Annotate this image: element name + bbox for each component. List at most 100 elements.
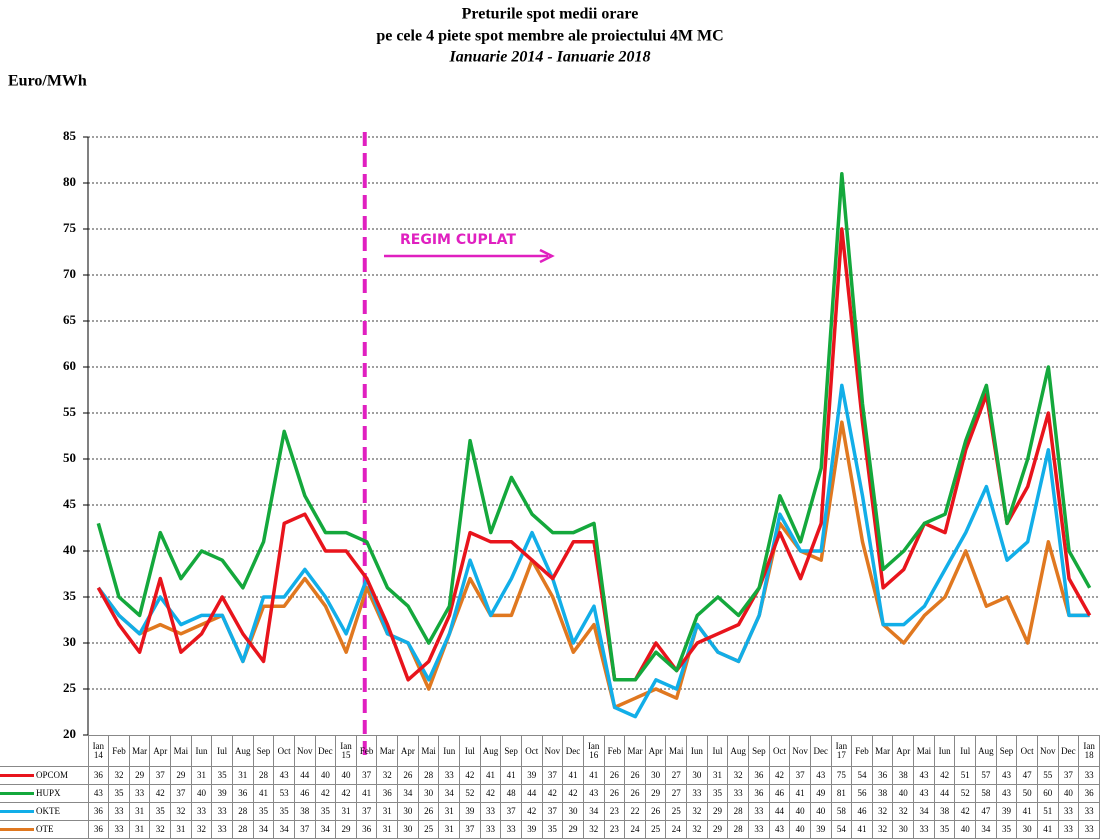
data-label: 28 [417,766,440,785]
data-label: 29 [128,766,151,785]
data-label: 52 [459,784,481,803]
data-label: 23 [603,802,626,821]
data-label: 38 [871,784,894,803]
data-label: 43 [995,766,1018,785]
legend-entry: OPCOM [0,766,89,785]
data-label: 32 [376,766,399,785]
x-tick-label: Apr [149,735,172,767]
x-tick-label: Oct [768,735,791,767]
data-label: 32 [170,802,192,821]
y-axis-label: Euro/MWh [8,73,87,90]
data-label: 33 [1078,802,1100,821]
data-label: 39 [459,802,481,821]
annotation: REGIM CUPLAT [400,232,516,248]
y-tick-label: 25 [63,680,77,695]
data-label: 40 [809,802,832,821]
data-label: 42 [479,784,502,803]
data-label: 32 [686,802,708,821]
data-label: 26 [603,784,626,803]
chart-title: Preturile spot medii orare [462,6,639,23]
x-tick-label: Aug [727,735,749,767]
x-tick-label: Sep [252,735,275,767]
data-label: 33 [479,802,502,821]
data-table: Ian 14 Feb Mar Apr Mai Iun Iul Aug Sep Oct Nov Dec I… [0,735,1100,839]
data-label: 47 [975,802,997,821]
data-label: 44 [768,802,791,821]
data-label: 42 [954,802,977,821]
data-label: 37 [541,766,564,785]
data-label: 33 [686,784,708,803]
data-label: 31 [438,802,461,821]
data-label: 33 [438,766,461,785]
data-label: 42 [335,784,357,803]
data-label: 42 [562,784,584,803]
data-label: 43 [913,784,935,803]
data-label: 34 [438,784,461,803]
series-row: OPCOM 36 32 29 37 29 31 35 31 28 43 44 40 40 37 32 26 28 3… [0,766,1100,785]
data-label: 39 [520,766,543,785]
data-label: 29 [706,802,729,821]
data-label: 46 [293,784,316,803]
data-label: 28 [727,802,749,821]
x-tick-label: Iun [438,735,461,767]
data-label: 40 [335,766,357,785]
data-label: 33 [211,802,233,821]
data-label: 42 [149,784,172,803]
legend-swatch [0,792,34,796]
data-label: 41 [355,784,378,803]
data-label: 81 [830,784,853,803]
data-label: 43 [273,766,295,785]
x-tick-label: Sep [500,735,522,767]
data-label: 38 [892,766,915,785]
data-label: 34 [582,802,605,821]
data-label: 37 [170,784,192,803]
data-label: 35 [211,766,233,785]
data-label: 41 [1016,802,1038,821]
x-tick-label: Mai [665,735,688,767]
x-tick-label: Nov [541,735,564,767]
x-tick-label: Ian 15 [335,735,357,767]
data-label: 33 [1057,802,1080,821]
x-tick-label: Ian 18 [1078,735,1100,767]
legend-label: HUPX [36,788,61,798]
data-label: 33 [748,802,770,821]
data-label: 30 [686,766,708,785]
x-tick-label: Iul [211,735,233,767]
data-label: 34 [397,784,419,803]
x-tick-label: Ian 16 [582,735,605,767]
x-tick-label: Mar [871,735,894,767]
data-label: 42 [520,802,543,821]
corner [0,736,88,767]
data-label: 36 [376,784,399,803]
series-line [96,420,1090,710]
data-label: 32 [892,802,915,821]
data-label: 26 [417,802,440,821]
data-label: 29 [170,766,192,785]
series-row: OKTE 36 33 31 35 32 33 33 28 35 35 38 35 31 37 31 30 26 31… [0,802,1100,821]
data-label: 42 [459,766,481,785]
y-tick-label: 70 [63,266,76,281]
legend-swatch [0,828,34,832]
data-label: 31 [128,802,151,821]
y-tick-label: 45 [63,496,77,511]
x-tick-label: Iun [190,735,213,767]
data-label: 43 [582,784,605,803]
y-tick-label: 20 [63,726,76,741]
x-tick-label: Mai [170,735,192,767]
data-label: 35 [273,802,295,821]
x-tick-label: Ian 14 [87,735,110,767]
x-tick-label: Aug [231,735,254,767]
data-label: 37 [355,766,378,785]
x-tick-label: Sep [995,735,1018,767]
data-label: 37 [541,802,564,821]
data-label: 40 [190,784,213,803]
data-label: 46 [768,784,791,803]
data-label: 40 [789,802,811,821]
x-tick-label: Apr [892,735,915,767]
data-label: 44 [293,766,316,785]
data-label: 48 [500,784,522,803]
chart-subtitle: Ianuarie 2014 - Ianuarie 2018 [449,49,651,66]
data-label: 51 [1036,802,1059,821]
data-label: 53 [273,784,295,803]
data-label: 35 [149,802,172,821]
